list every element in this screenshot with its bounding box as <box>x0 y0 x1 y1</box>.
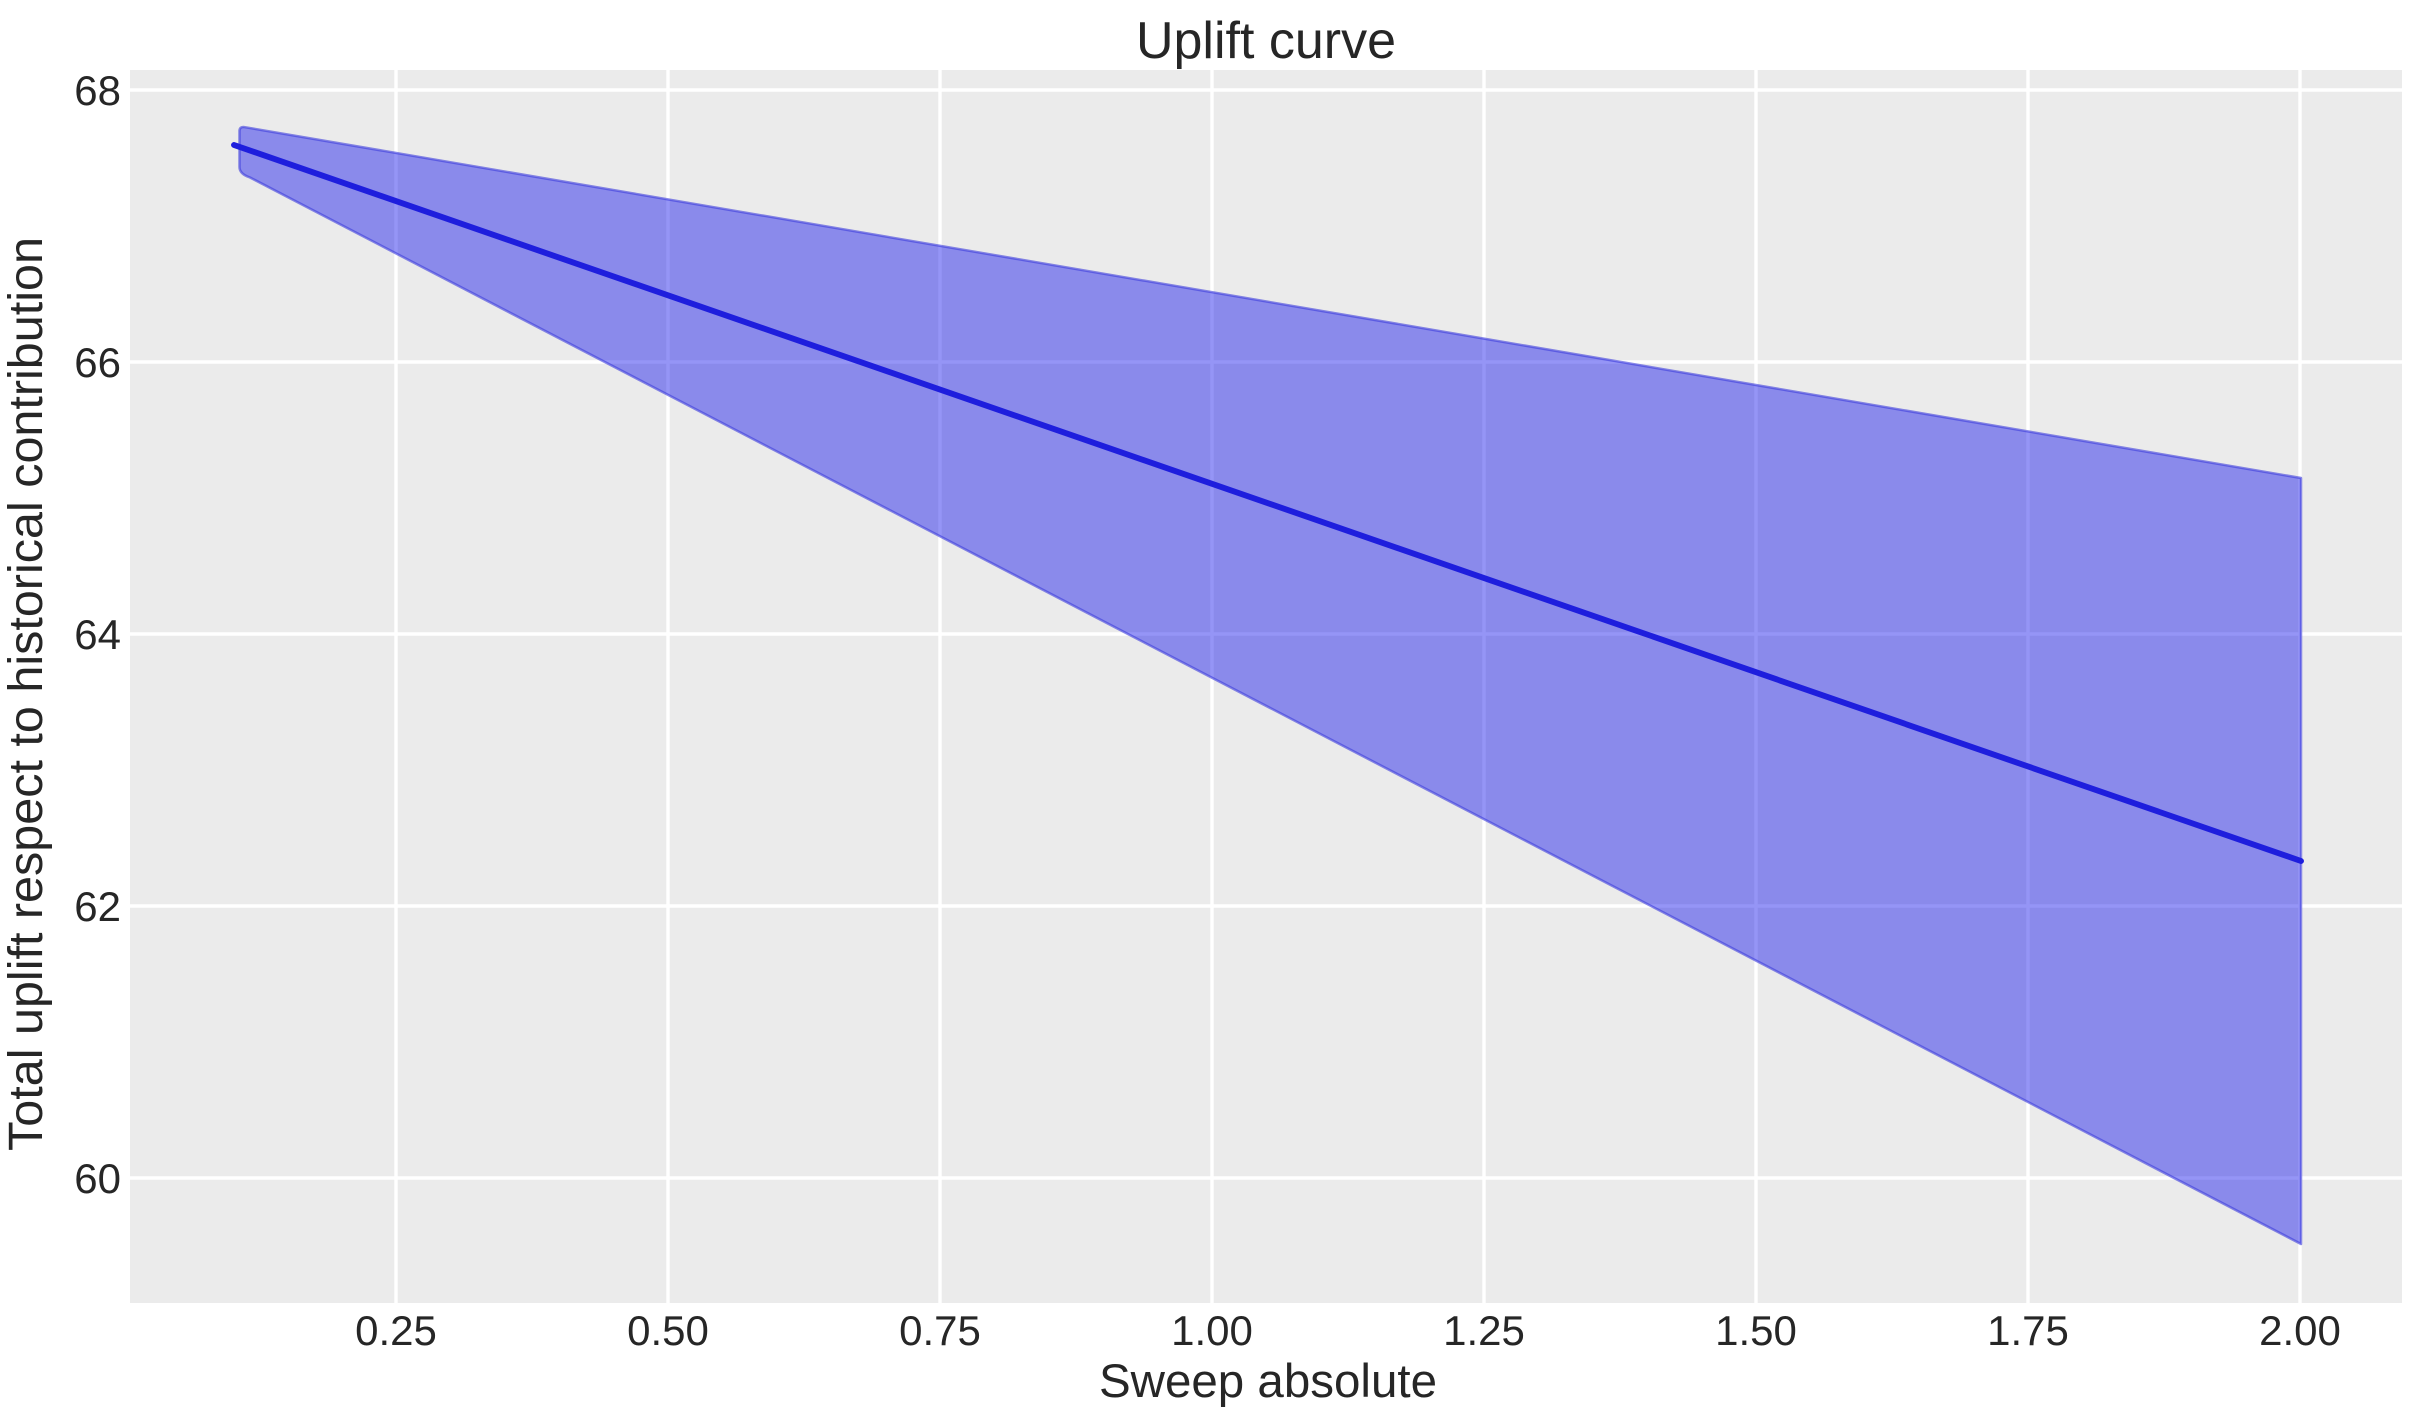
svg-text:Total uplift respect to histor: Total uplift respect to historical contr… <box>0 237 53 1151</box>
svg-text:1.75: 1.75 <box>1987 1307 2069 1354</box>
svg-text:1.00: 1.00 <box>1171 1307 1253 1354</box>
svg-text:1.50: 1.50 <box>1715 1307 1797 1354</box>
svg-text:0.50: 0.50 <box>627 1307 709 1354</box>
svg-text:0.25: 0.25 <box>355 1307 437 1354</box>
svg-text:0.75: 0.75 <box>899 1307 981 1354</box>
svg-text:62: 62 <box>74 883 121 930</box>
svg-text:1.25: 1.25 <box>1443 1307 1525 1354</box>
svg-text:60: 60 <box>74 1155 121 1202</box>
svg-text:68: 68 <box>74 67 121 114</box>
svg-text:64: 64 <box>74 611 121 658</box>
svg-text:66: 66 <box>74 339 121 386</box>
svg-text:Uplift curve: Uplift curve <box>1136 12 1396 70</box>
svg-text:2.00: 2.00 <box>2259 1307 2341 1354</box>
svg-text:Sweep absolute: Sweep absolute <box>1099 1355 1437 1408</box>
